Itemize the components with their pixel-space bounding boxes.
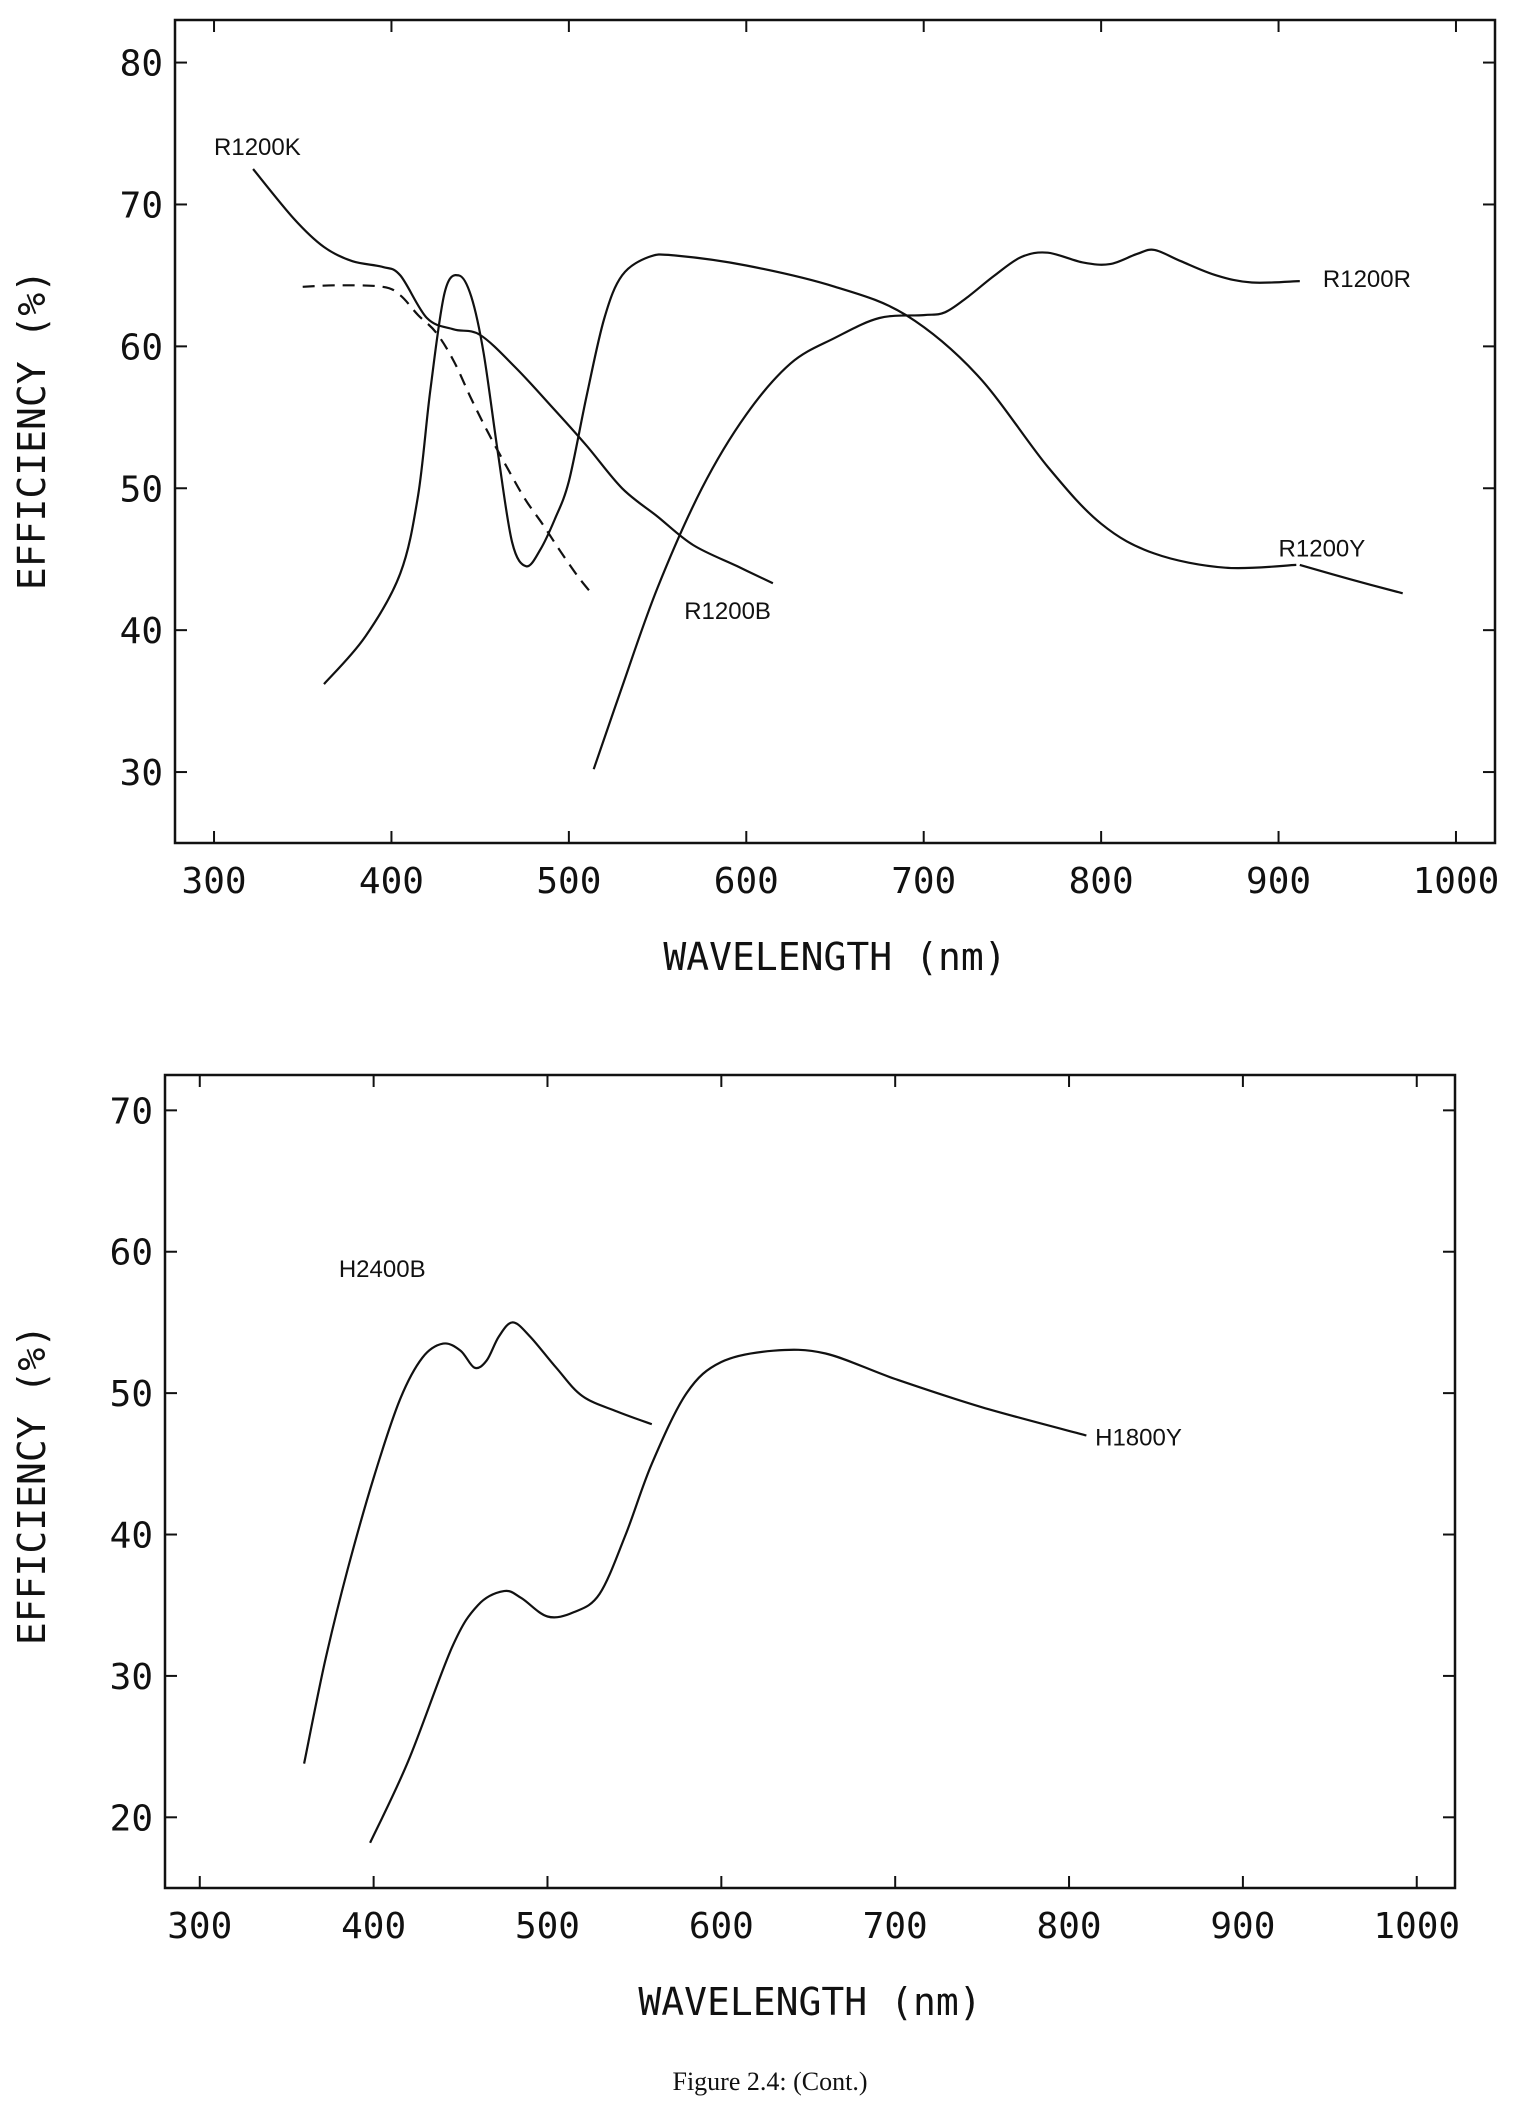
y-tick-label: 30 [110, 1657, 153, 1698]
y-tick-label: 30 [120, 753, 163, 794]
series-label: H2400B [339, 1256, 426, 1283]
series-line-r1200y [592, 248, 1300, 770]
series-label: H1800Y [1095, 1424, 1182, 1451]
series-line-r1200b [302, 284, 592, 593]
x-tick-label: 600 [714, 861, 779, 902]
y-tick-label: 50 [120, 469, 163, 510]
chart-bottom: 300 400 500 600 700 800 900 1000 20 30 40 50 60 70 WAV… [10, 1073, 1460, 2024]
x-axis-label: WAVELENGTH (nm) [638, 1980, 981, 2024]
y-tick-label: 70 [110, 1091, 153, 1132]
x-tick-label: 500 [515, 1906, 580, 1947]
x-tick-label: 900 [1246, 861, 1311, 902]
figure-caption: Figure 2.4: (Cont.) [673, 2067, 868, 2096]
series-label: R1200B [684, 598, 771, 625]
y-tick-label: 60 [110, 1233, 153, 1274]
series-label: R1200Y [1279, 535, 1366, 562]
series-line-h2400b [303, 1321, 653, 1764]
x-tick-label: 400 [341, 1906, 406, 1947]
series-label: R1200R [1323, 266, 1411, 293]
x-tick-label: 1000 [1373, 1906, 1460, 1947]
x-axis-label: WAVELENGTH (nm) [663, 935, 1006, 979]
x-tick-label: 300 [182, 861, 247, 902]
y-tick-label: 40 [120, 611, 163, 652]
y-axis-label: EFFICIENCY (%) [10, 1325, 54, 1645]
series-line-r1200k [252, 168, 774, 585]
y-tick-label: 70 [120, 185, 163, 226]
y-tick-label: 20 [110, 1798, 153, 1839]
x-tick-label: 900 [1210, 1906, 1275, 1947]
y-tick-label: 50 [110, 1374, 153, 1415]
x-tick-label: 400 [359, 861, 424, 902]
plot-frame [163, 1073, 1457, 1890]
x-tick-label: 500 [536, 861, 601, 902]
x-tick-label: 800 [1069, 861, 1134, 902]
series-line-r1200y-tail [1299, 563, 1403, 595]
y-tick-label: 40 [110, 1516, 153, 1557]
x-tick-label: 800 [1037, 1906, 1102, 1947]
y-tick-label: 60 [120, 327, 163, 368]
x-tick-label: 600 [689, 1906, 754, 1947]
x-tick-label: 700 [891, 861, 956, 902]
y-tick-label: 80 [120, 44, 163, 85]
plot-frame [173, 18, 1497, 845]
series-line-h1800y [369, 1348, 1087, 1844]
y-axis-label: EFFICIENCY (%) [10, 270, 54, 590]
series-label: R1200K [214, 134, 301, 161]
series-line-r1200r [323, 253, 1297, 685]
x-tick-label: 700 [863, 1906, 928, 1947]
x-tick-label: 300 [167, 1906, 232, 1947]
chart-top: 300 400 500 600 700 800 900 1000 30 40 50 60 70 80 WAV… [10, 18, 1500, 979]
x-tick-label: 1000 [1413, 861, 1500, 902]
